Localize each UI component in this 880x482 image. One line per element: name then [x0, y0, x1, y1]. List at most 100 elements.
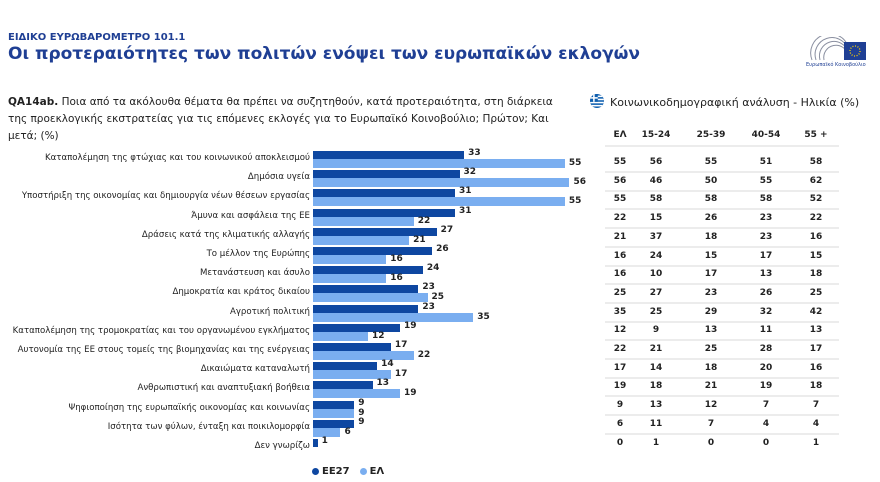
table-cell: 25 [809, 287, 823, 298]
row-divider [605, 301, 839, 304]
table-cell: 18 [809, 381, 823, 392]
table-cell: 15 [704, 250, 718, 261]
table-cell: 51 [759, 157, 773, 167]
value-label-ee27: 31 [458, 205, 472, 216]
legend-dot-el [359, 467, 367, 475]
bar-ee27 [313, 189, 455, 198]
bar-el [313, 408, 355, 418]
value-label-el: 55 [568, 196, 582, 207]
value-label-ee27: 9 [358, 416, 365, 427]
table-cell: 6 [616, 418, 624, 429]
table-cell: 18 [649, 381, 663, 392]
table-cell: 62 [809, 175, 823, 186]
category-label: Το μέλλον της Ευρώπης [206, 249, 310, 259]
table-cell: 17 [759, 250, 773, 261]
value-label-ee27: 1 [321, 436, 328, 446]
table-cell: 46 [649, 175, 663, 186]
table-cell: 13 [809, 325, 823, 336]
table-cell: 17 [809, 344, 823, 354]
row-divider [605, 283, 839, 286]
table-cell: 0 [616, 437, 624, 448]
table-cell: 55 [613, 194, 627, 205]
table-cell: 13 [649, 400, 663, 411]
bar-ee27 [313, 151, 465, 159]
table-cell: 20 [759, 362, 773, 373]
value-label-ee27: 19 [404, 320, 417, 331]
value-label-ee27: 17 [394, 340, 408, 350]
table-cell: 1 [652, 437, 660, 448]
table-cell: 15 [649, 213, 663, 224]
table-cell: 13 [704, 325, 718, 336]
bar-el [313, 351, 414, 360]
table-cell: 16 [809, 362, 823, 373]
bar-ee27 [313, 439, 318, 447]
bar-ee27 [313, 285, 419, 294]
bar-el [313, 370, 391, 380]
legend-label-ee27: ΕΕ27 [322, 466, 350, 477]
table-cell: 37 [649, 231, 663, 242]
value-label-el: 22 [417, 215, 431, 226]
bar-el [313, 255, 387, 264]
table-cell: 12 [613, 325, 627, 336]
page-title: Οι προτεραιότητες των πολιτών ενόψει των… [8, 44, 641, 64]
bar-ee27 [313, 343, 391, 351]
supertitle: ΕΙΔΙΚΟ ΕΥΡΩΒΑΡΟΜΕΤΡΟ 101.1 [8, 32, 186, 43]
row-divider [605, 358, 839, 360]
table-cell: 0 [707, 437, 715, 448]
table-cell: 50 [704, 175, 718, 186]
legend: ΕΕ27 ΕΛ [312, 466, 384, 477]
row-divider [605, 339, 839, 342]
table-cell: 7 [707, 418, 715, 429]
category-label: Καταπολέμηση της φτώχιας και του κοινωνι… [44, 153, 310, 163]
category-label: Δημοκρατία και κράτος δικαίου [172, 287, 310, 298]
bar-el [313, 178, 570, 188]
table-cell: 22 [613, 213, 627, 224]
bar-ee27 [313, 170, 460, 179]
table-cell: 58 [809, 157, 823, 167]
value-label-ee27: 13 [376, 378, 390, 389]
table-cell: 24 [649, 250, 663, 261]
column-header: 55 + [804, 130, 828, 140]
column-header: ΕΛ [613, 130, 627, 140]
value-label-el: 16 [390, 254, 403, 264]
value-label-el: 22 [417, 350, 431, 360]
bar-ee27 [313, 362, 378, 371]
table-cell: 17 [704, 269, 718, 280]
table-cell: 21 [613, 231, 627, 242]
value-label-el: 12 [371, 330, 385, 341]
value-label-ee27: 23 [422, 282, 435, 293]
value-label-ee27: 32 [463, 167, 477, 178]
table-cell: 56 [613, 175, 627, 186]
table-cell: 18 [809, 269, 823, 280]
value-label-el: 19 [404, 388, 417, 399]
column-header: 25-39 [696, 130, 726, 140]
category-label: Αυτονομία της ΕΕ στους τομείς της βιομηχ… [17, 345, 310, 355]
table-cell: 15 [809, 250, 823, 261]
bar-el [313, 293, 428, 303]
table-cell: 19 [613, 381, 627, 392]
category-label: Καταπολέμηση της τρομοκρατίας και του ορ… [12, 325, 310, 336]
value-label-el: 56 [573, 177, 586, 188]
bar-ee27 [313, 304, 419, 313]
table-title: Κοινωνικοδημογραφική ανάλυση - Ηλικία (%… [610, 96, 860, 109]
table-cell: 56 [649, 157, 663, 167]
table-cell: 26 [759, 287, 773, 298]
bar-el [313, 235, 410, 245]
table-cell: 25 [649, 306, 663, 317]
row-divider [605, 245, 839, 248]
table-cell: 16 [613, 269, 627, 280]
bar-ee27 [313, 381, 373, 390]
value-label-ee27: 24 [426, 263, 440, 274]
table-cell: 12 [704, 400, 718, 411]
european-parliament-logo [810, 36, 866, 61]
bar-ee27 [313, 400, 355, 409]
category-label: Δράσεις κατά της κλιματικής αλλαγής [141, 229, 310, 240]
table-cell: 23 [759, 213, 773, 224]
row-divider [605, 376, 839, 379]
table-cell: 23 [704, 287, 718, 298]
category-label: Ισότητα των φύλων, ένταξη και ποικιλομορ… [107, 421, 310, 432]
table-cell: 35 [613, 306, 627, 317]
value-label-el: 25 [431, 292, 445, 303]
bar-el [313, 389, 401, 399]
